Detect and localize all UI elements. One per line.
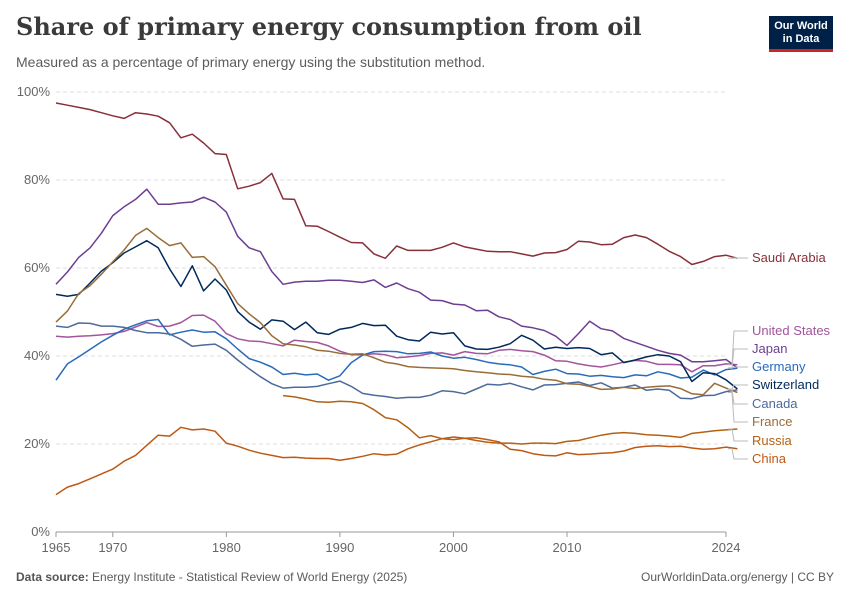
- series-label-japan: Japan: [752, 341, 787, 356]
- x-tick-label: 1970: [98, 540, 127, 555]
- label-connector-united-states: [728, 330, 748, 366]
- series-label-saudi-arabia: Saudi Arabia: [752, 250, 826, 265]
- series-line-germany: [55, 318, 738, 381]
- series-line-france: [55, 227, 738, 396]
- logo-line-2: in Data: [782, 33, 820, 45]
- y-tick-label: 0%: [31, 524, 50, 539]
- data-source: Data source: Energy Institute - Statisti…: [16, 570, 407, 584]
- label-connector-russia: [728, 428, 748, 442]
- chart-title: Share of primary energy consumption from…: [16, 12, 642, 41]
- series-lines: [55, 102, 738, 496]
- x-tick-label: 2010: [553, 540, 582, 555]
- x-tick-label: 1980: [212, 540, 241, 555]
- y-axis: 0% 20% 40% 60% 80% 100%: [17, 84, 51, 539]
- grid-lines: [56, 91, 726, 533]
- y-tick-label: 100%: [17, 84, 51, 99]
- series-line-russia: [283, 394, 738, 445]
- data-source-text: Energy Institute - Statistical Review of…: [92, 570, 408, 584]
- label-connector-germany: [728, 366, 748, 369]
- series-label-germany: Germany: [752, 359, 806, 374]
- x-axis: 1965 1970 1980 1990 2000 2010 2024: [42, 532, 741, 555]
- series-label-united-states: United States: [752, 323, 831, 338]
- x-tick-label: 1965: [42, 540, 71, 555]
- series-label-russia: Russia: [752, 433, 793, 448]
- series-line-china: [55, 426, 738, 496]
- label-connector-china: [728, 448, 748, 460]
- line-chart: 0% 20% 40% 60% 80% 100% 1965 1970 1980 1990 2000 2…: [17, 84, 831, 555]
- logo-line-1: Our World: [774, 20, 828, 32]
- y-tick-label: 20%: [24, 436, 50, 451]
- series-labels: Saudi Arabia United States Japan Germany Swi…: [728, 250, 831, 466]
- label-connector-canada: [728, 389, 748, 405]
- series-label-switzerland: Switzerland: [752, 377, 819, 392]
- series-label-france: France: [752, 414, 792, 429]
- y-tick-label: 40%: [24, 348, 50, 363]
- series-label-china: China: [752, 451, 787, 466]
- series-line-japan: [55, 188, 738, 369]
- x-tick-label: 2000: [439, 540, 468, 555]
- y-tick-label: 60%: [24, 260, 50, 275]
- series-label-canada: Canada: [752, 396, 798, 411]
- label-connector-france: [728, 392, 748, 423]
- y-tick-label: 80%: [24, 172, 50, 187]
- credit-link[interactable]: OurWorldinData.org/energy | CC BY: [641, 570, 834, 584]
- series-line-switzerland: [55, 239, 738, 390]
- owid-logo[interactable]: Our World in Data: [769, 16, 833, 52]
- x-tick-label: 2024: [712, 540, 741, 555]
- series-line-saudi-arabia: [55, 102, 738, 266]
- data-source-label: Data source:: [16, 570, 89, 584]
- label-connector-switzerland: [728, 384, 748, 390]
- x-tick-label: 1990: [325, 540, 354, 555]
- chart-subtitle: Measured as a percentage of primary ener…: [16, 54, 486, 70]
